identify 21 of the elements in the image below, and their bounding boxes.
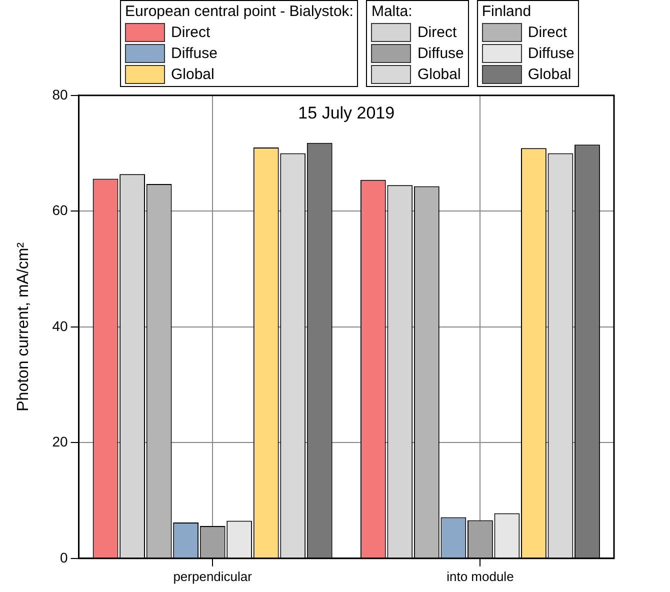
legend-label: Direct <box>171 22 210 42</box>
y-tick-label: 0 <box>60 549 68 566</box>
text: 15 July 2019 <box>298 104 395 123</box>
legend-label: Global <box>528 64 572 84</box>
y-tick-label: 80 <box>52 86 68 102</box>
legend-label: Diffuse <box>528 44 574 64</box>
legend-label: Diffuse <box>171 44 218 64</box>
x-tick-label: perpendicular <box>173 568 253 584</box>
legend-label: Direct <box>417 22 457 42</box>
y-tick-label: 40 <box>52 318 68 334</box>
y-tick-label: 60 <box>52 202 68 218</box>
legend-label: Diffuse <box>417 44 464 64</box>
legend-label: Direct <box>528 22 568 42</box>
legend-label: Global <box>417 64 461 84</box>
y-axis-title: Photon current, mA/cm² <box>15 242 32 412</box>
text: Finland <box>482 2 532 22</box>
x-tick-label: into module <box>446 568 514 584</box>
legend-label: Global <box>171 64 214 84</box>
y-tick-label: 20 <box>52 434 68 450</box>
text: Malta: <box>371 2 414 22</box>
text: European central point - Bialystok: <box>125 2 354 22</box>
